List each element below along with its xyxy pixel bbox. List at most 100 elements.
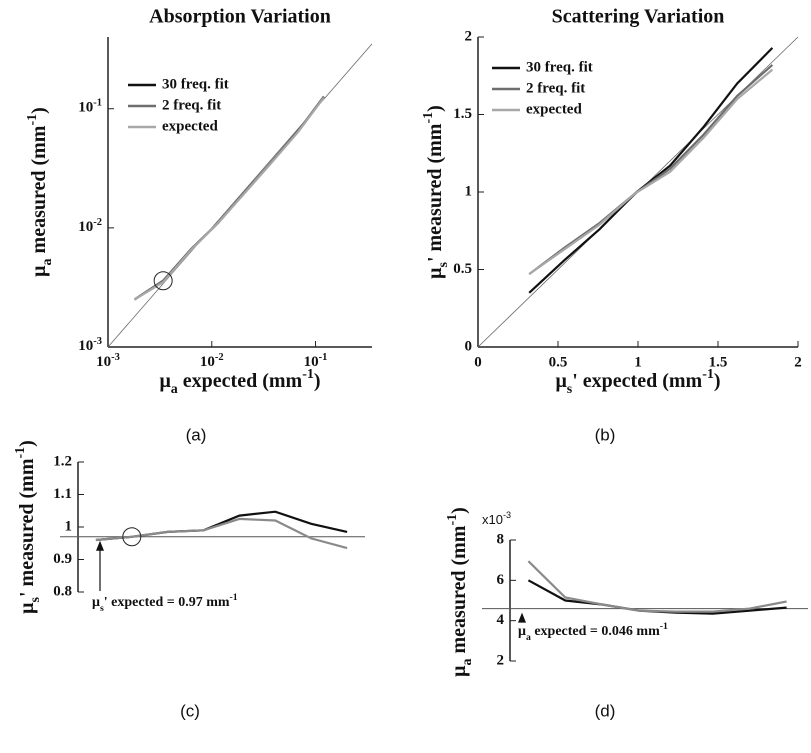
y-tick-label: 4	[497, 612, 505, 628]
panel-caption: (c)	[180, 701, 200, 720]
y-tick-label: 1.1	[53, 486, 72, 502]
text-part: ' expected = 0.97 mm	[104, 595, 230, 610]
text-part: -1	[445, 514, 460, 526]
text-part: -3	[111, 352, 120, 363]
text-part: -1	[302, 367, 314, 382]
text-part: )	[314, 370, 321, 392]
text-part: 10	[78, 100, 93, 116]
series-line	[528, 47, 774, 294]
text-part: -2	[93, 217, 102, 228]
series-line	[528, 64, 774, 275]
text-part: a	[40, 258, 55, 265]
text-part: measured (mm	[28, 125, 50, 258]
text-part: s	[28, 596, 43, 602]
text-part: -1	[660, 621, 668, 632]
y-tick-label: 1.5	[453, 106, 472, 122]
text-part: s	[100, 603, 104, 614]
y-tick-label: 0.9	[53, 551, 72, 567]
annotation: μa expected = 0.046 mm-1	[518, 621, 668, 643]
text-part: expected (mm	[178, 370, 303, 392]
text-part: -1	[230, 592, 238, 603]
text-part: measured (mm	[448, 525, 470, 658]
text-part: ' expected (mm	[572, 370, 702, 392]
series-line	[133, 96, 325, 301]
text-part: 10	[200, 354, 215, 370]
y-tick-label: 0	[465, 338, 473, 354]
legend-label: 30 freq. fit	[162, 76, 229, 92]
y-tick-label: 2	[497, 652, 505, 668]
text-part: -1	[702, 367, 714, 382]
legend-label: expected	[162, 118, 218, 134]
text-part: )	[28, 107, 50, 114]
x-tick-label: 1.5	[709, 354, 728, 370]
text-part: 10	[78, 219, 93, 235]
y-tick-label: 10-2	[78, 217, 102, 236]
text-part: μ	[555, 370, 567, 392]
x-tick-label: 10-1	[304, 352, 328, 371]
x-tick-label: 0	[474, 354, 482, 370]
text-part: -1	[421, 112, 436, 124]
x-axis-label: μs' expected (mm-1)	[555, 367, 720, 397]
text-part: -1	[25, 114, 40, 126]
highlight-circle	[122, 527, 142, 547]
text-part: )	[424, 105, 446, 112]
text-part: -1	[93, 98, 102, 109]
y-tick-label: 10-3	[78, 336, 102, 355]
text-part: 10	[78, 338, 93, 354]
text-part: 10	[96, 354, 111, 370]
identity-line	[107, 43, 373, 348]
text-part: )	[448, 507, 470, 514]
text-part: -3	[93, 336, 102, 347]
axis-multiplier: x10-3	[482, 510, 511, 527]
y-tick-label: 1.2	[53, 453, 72, 469]
y-tick-label: 6	[497, 572, 505, 588]
legend-label: expected	[526, 101, 582, 117]
arrow-head	[518, 612, 526, 623]
y-tick-label: 1	[65, 518, 73, 534]
x-tick-label: 0.5	[549, 354, 568, 370]
x-tick-label: 1	[634, 354, 642, 370]
text-part: 10	[304, 354, 319, 370]
panel-caption: (a)	[186, 425, 207, 444]
text-part: -1	[13, 447, 28, 459]
text-part: x10	[482, 512, 503, 527]
x-tick-label: 2	[794, 354, 802, 370]
text-part: μ	[518, 624, 526, 639]
panel-caption: (b)	[595, 425, 616, 444]
y-axis-label: μa measured (mm-1)	[445, 507, 475, 677]
text-part: ' measured (mm	[424, 123, 446, 262]
text-part: ' measured (mm	[16, 458, 38, 597]
panel-caption: (d)	[595, 701, 616, 720]
y-axis-label: μs' measured (mm-1)	[13, 440, 43, 614]
series-line	[528, 68, 774, 275]
text-part: μ	[424, 267, 446, 279]
y-axis-label: μa measured (mm-1)	[25, 107, 55, 277]
text-part: -1	[319, 352, 328, 363]
text-part: a	[526, 632, 531, 643]
arrow-head	[96, 540, 104, 551]
x-axis-label: μa expected (mm-1)	[159, 367, 320, 397]
text-part: expected = 0.046 mm	[531, 624, 660, 639]
series-line	[527, 560, 787, 613]
annotation: μs' expected = 0.97 mm-1	[92, 592, 238, 614]
chart-title: Scattering Variation	[552, 6, 725, 28]
chart-title: Absorption Variation	[149, 6, 331, 28]
y-tick-label: 0.8	[53, 583, 72, 599]
series-line	[95, 517, 348, 550]
text-part: -3	[503, 510, 511, 520]
text-part: μ	[16, 602, 38, 614]
text-part: μ	[28, 265, 50, 277]
text-part: μ	[159, 370, 171, 392]
text-part: s	[436, 261, 451, 267]
x-tick-label: 10-2	[200, 352, 224, 371]
highlight-circle	[153, 271, 173, 291]
text-part: a	[171, 382, 178, 397]
y-tick-label: 1	[465, 183, 473, 199]
y-tick-label: 10-1	[78, 98, 102, 117]
text-part: )	[714, 370, 721, 392]
y-axis-label: μs' measured (mm-1)	[421, 105, 451, 279]
text-part: s	[567, 382, 573, 397]
text-part: μ	[448, 665, 470, 677]
